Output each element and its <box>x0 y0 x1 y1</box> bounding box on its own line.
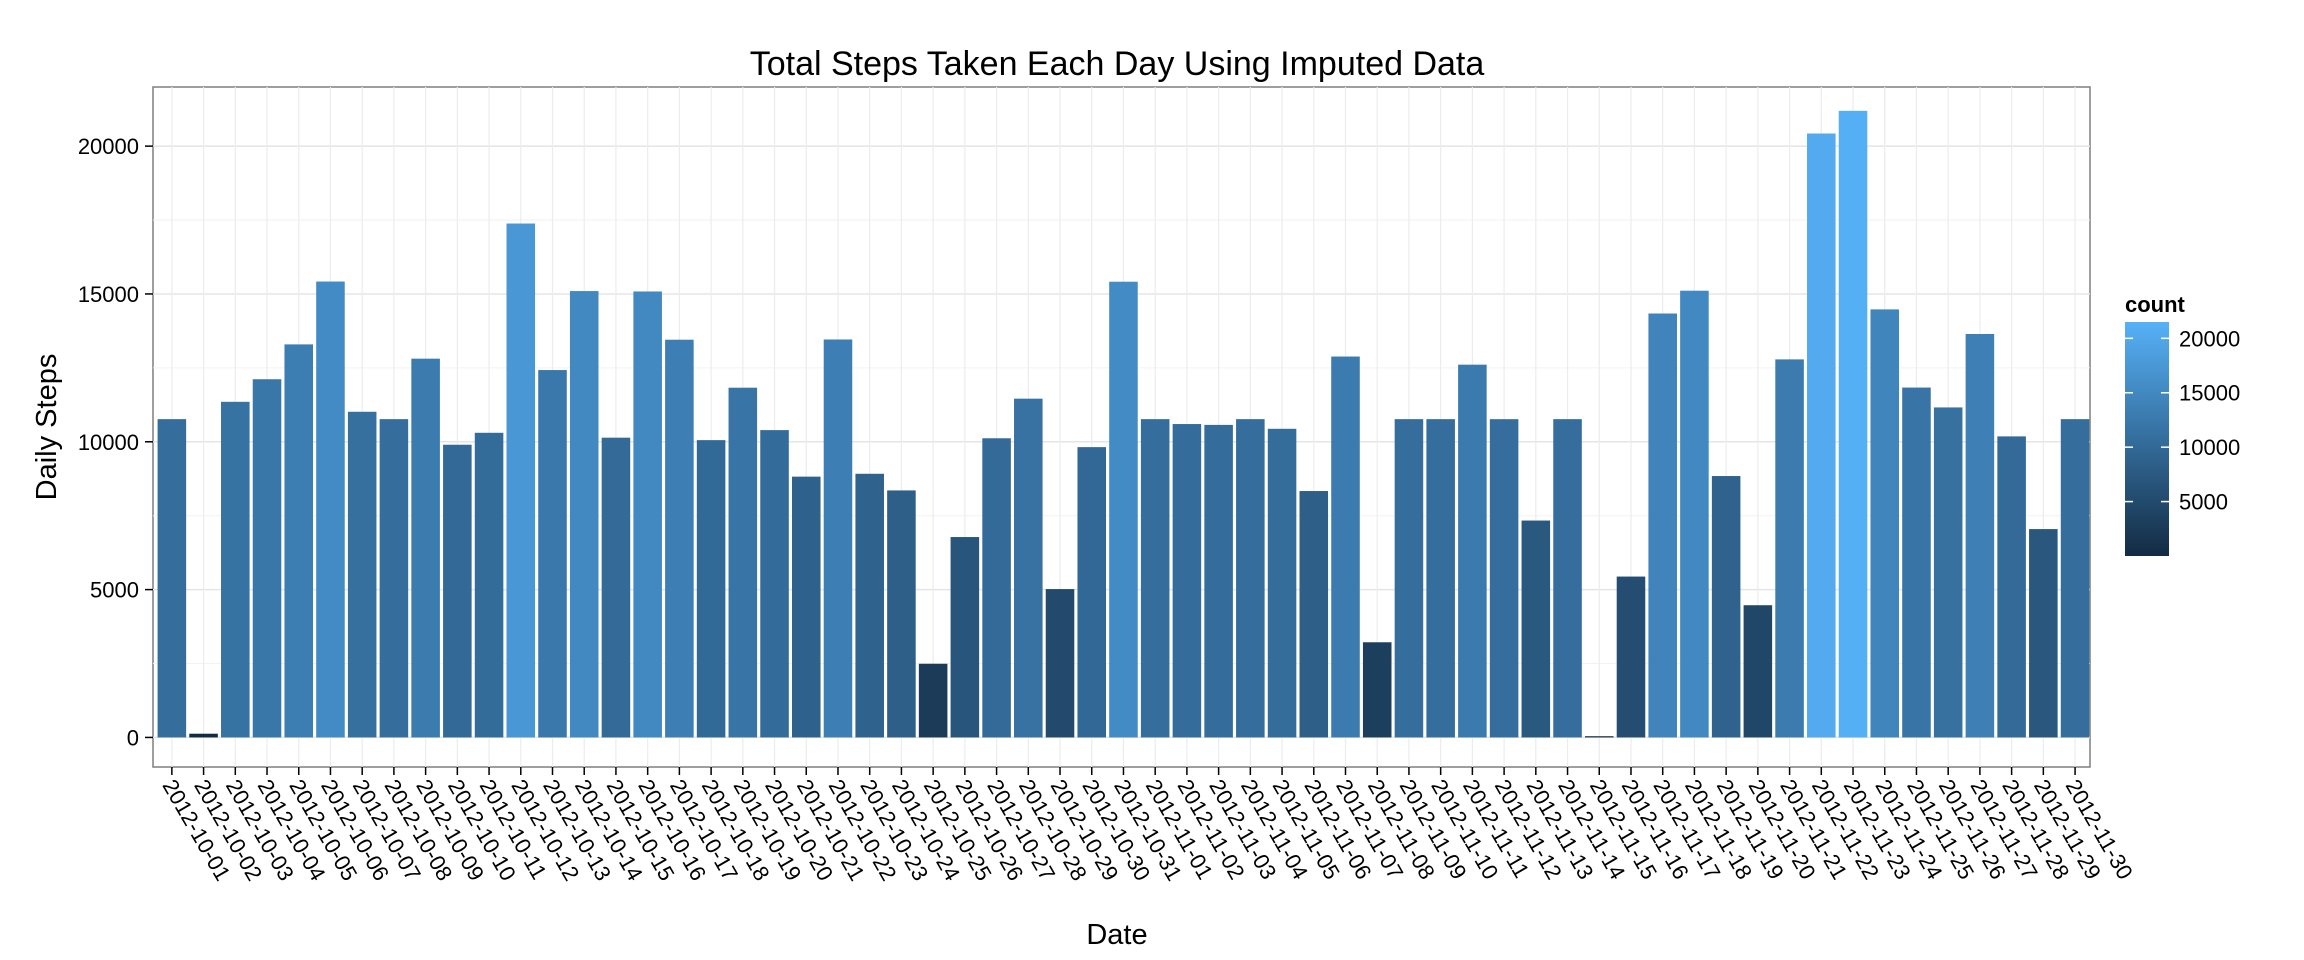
bar-2012-10-07 <box>347 411 377 738</box>
bar-2012-10-03 <box>221 401 250 738</box>
bar-2012-11-17 <box>1648 313 1677 738</box>
bar-2012-11-19 <box>1711 476 1741 738</box>
bar-2012-10-23 <box>855 473 884 738</box>
bar-2012-10-10 <box>443 444 472 738</box>
bar-2012-10-01 <box>157 419 187 738</box>
x-axis: 2012-10-012012-10-022012-10-032012-10-04… <box>158 767 2138 885</box>
bar-2012-11-14 <box>1553 419 1582 738</box>
bar-2012-11-05 <box>1267 428 1297 738</box>
legend-tick-label: 10000 <box>2179 435 2240 460</box>
y-tick-label: 0 <box>127 725 139 750</box>
bar-2012-10-11 <box>474 432 504 738</box>
bar-2012-10-18 <box>696 440 726 738</box>
bar-2012-10-05 <box>284 344 314 738</box>
bar-2012-10-29 <box>1045 589 1075 738</box>
bar-2012-11-12 <box>1489 419 1519 738</box>
bar-2012-11-11 <box>1458 364 1487 738</box>
legend-ticks: 5000 10000 15000 20000 <box>2125 326 2240 515</box>
bar-2012-10-20 <box>760 430 789 738</box>
bar-2012-10-17 <box>665 339 694 738</box>
y-axis-title: Daily Steps <box>31 354 63 501</box>
bar-2012-10-26 <box>950 537 980 738</box>
legend-tick-label: 15000 <box>2179 381 2240 406</box>
bar-2012-10-27 <box>982 438 1011 738</box>
y-axis: 0 5000 10000 15000 20000 <box>78 134 153 750</box>
bar-2012-10-08 <box>379 419 409 738</box>
bar-2012-11-04 <box>1236 419 1265 738</box>
bar-2012-10-02 <box>189 733 218 738</box>
bar-2012-11-25 <box>1902 387 1931 738</box>
bar-2012-11-27 <box>1965 333 1995 738</box>
bar-2012-11-18 <box>1680 290 1709 738</box>
bar-2012-11-02 <box>1172 424 1202 738</box>
bar-2012-10-13 <box>538 370 567 738</box>
bar-2012-10-24 <box>887 490 916 738</box>
bar-2012-11-09 <box>1394 419 1424 738</box>
bar-2012-11-06 <box>1299 491 1329 738</box>
y-tick-label: 10000 <box>78 430 139 455</box>
bar-2012-11-24 <box>1870 309 1900 738</box>
legend-title: count <box>2125 292 2186 317</box>
y-tick-label: 15000 <box>78 282 139 307</box>
y-tick-label: 5000 <box>90 578 139 603</box>
bar-2012-11-28 <box>1997 436 2026 738</box>
bar-2012-11-08 <box>1362 642 1392 738</box>
bar-2012-11-29 <box>2029 529 2058 738</box>
chart-title: Total Steps Taken Each Day Using Imputed… <box>750 45 1485 83</box>
bar-2012-11-15 <box>1584 736 1614 738</box>
y-tick-label: 20000 <box>78 134 139 159</box>
bar-2012-10-14 <box>569 291 599 738</box>
bar-2012-11-03 <box>1204 424 1233 738</box>
bar-2012-10-12 <box>506 223 536 738</box>
bar-2012-10-31 <box>1109 281 1138 738</box>
bar-2012-10-22 <box>823 339 853 738</box>
bar-2012-10-09 <box>411 358 440 738</box>
legend: count 5000 10000 15000 20000 <box>2125 292 2240 556</box>
bar-2012-11-26 <box>1933 407 1963 738</box>
bar-2012-11-30 <box>2060 419 2090 738</box>
legend-colorbar <box>2125 322 2169 556</box>
legend-tick-label: 5000 <box>2179 490 2228 515</box>
bar-2012-10-15 <box>601 437 631 738</box>
bars <box>157 110 2090 738</box>
bar-2012-11-23 <box>1838 110 1868 738</box>
bar-2012-10-06 <box>316 281 345 738</box>
bar-2012-10-25 <box>918 663 948 738</box>
bar-2012-10-28 <box>1014 398 1043 738</box>
bar-2012-11-10 <box>1426 419 1455 738</box>
bar-2012-11-13 <box>1521 520 1551 738</box>
bar-2012-11-01 <box>1140 419 1170 738</box>
x-axis-title: Date <box>1086 919 1147 951</box>
bar-2012-10-04 <box>252 379 282 738</box>
bar-2012-10-16 <box>633 291 662 738</box>
bar-2012-10-19 <box>728 387 758 738</box>
legend-tick-label: 20000 <box>2179 326 2240 351</box>
bar-2012-11-07 <box>1331 356 1360 738</box>
bar-2012-10-21 <box>791 476 821 738</box>
bar-2012-11-22 <box>1807 133 1836 738</box>
bar-2012-11-16 <box>1616 576 1646 738</box>
bar-2012-11-20 <box>1743 605 1773 738</box>
bar-2012-10-30 <box>1077 447 1107 738</box>
bar-2012-11-21 <box>1775 359 1804 738</box>
